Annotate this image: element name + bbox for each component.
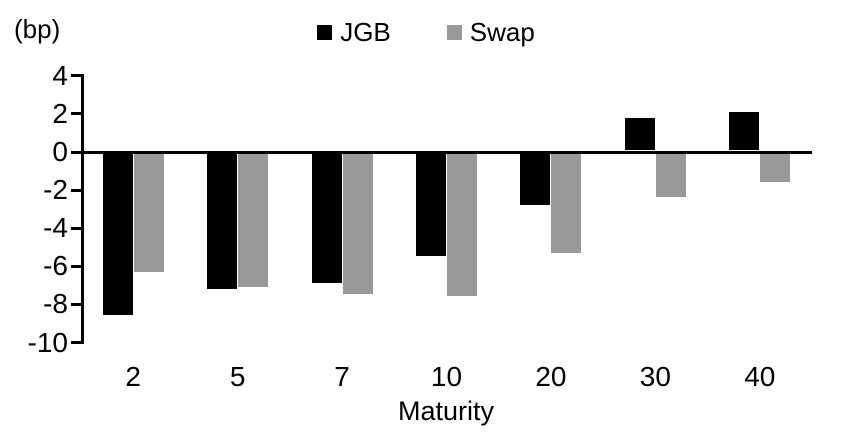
- x-tick-label: 30: [639, 361, 671, 392]
- x-axis-title: Maturity: [397, 396, 495, 426]
- y-tick-mark: [71, 112, 81, 116]
- y-tick-mark: [71, 150, 81, 154]
- y-tick-label: 2: [52, 97, 68, 129]
- bar-jgb-2: [102, 153, 133, 316]
- x-tick-label: 10: [430, 361, 463, 392]
- y-tick-mark: [71, 341, 81, 344]
- x-tick-label: 5: [229, 361, 246, 392]
- y-tick-label: 0: [52, 136, 68, 167]
- x-tick-label: 40: [744, 361, 776, 392]
- legend-label-swap: Swap: [469, 17, 535, 47]
- x-tick-label: 7: [334, 361, 350, 392]
- zero-axis-line: [81, 150, 812, 154]
- bar-jgb-30: [624, 118, 655, 151]
- bar-jgb-20: [520, 153, 551, 205]
- y-tick-mark: [71, 264, 81, 268]
- y-axis-unit-label: (bp): [14, 14, 61, 44]
- y-tick-label: 4: [52, 59, 68, 91]
- y-tick-label: -10: [27, 326, 68, 358]
- bar-swap-40: [760, 153, 791, 183]
- y-tick-label: -8: [43, 288, 68, 320]
- y-tick-mark: [71, 302, 81, 306]
- legend: JGB Swap: [0, 16, 852, 48]
- legend-label-jgb: JGB: [340, 17, 391, 47]
- x-tick-label: 20: [535, 361, 567, 392]
- bar-jgb-7: [311, 153, 342, 284]
- bar-swap-20: [551, 153, 582, 253]
- y-tick-mark: [71, 226, 81, 230]
- bar-swap-30: [655, 153, 686, 198]
- bar-swap-2: [133, 153, 164, 272]
- y-tick-label: -2: [43, 174, 68, 206]
- bar-swap-7: [342, 153, 373, 295]
- bar-jgb-10: [416, 153, 446, 257]
- bar-swap-5: [238, 153, 269, 287]
- bar-jgb-40: [729, 112, 760, 151]
- bar-jgb-5: [207, 153, 238, 289]
- y-axis-line: [81, 74, 84, 344]
- bar-swap-10: [447, 153, 477, 297]
- jgb-series-swatch-icon: [317, 24, 333, 40]
- swap-series-swatch-icon: [446, 24, 462, 40]
- x-tick-label: 2: [125, 361, 141, 392]
- y-tick-label: -4: [43, 212, 68, 244]
- y-tick-mark: [71, 74, 81, 78]
- y-tick-label: -6: [43, 250, 68, 282]
- legend-item-jgb: JGB: [317, 17, 391, 47]
- legend-item-swap: Swap: [446, 17, 535, 47]
- y-tick-mark: [71, 188, 81, 192]
